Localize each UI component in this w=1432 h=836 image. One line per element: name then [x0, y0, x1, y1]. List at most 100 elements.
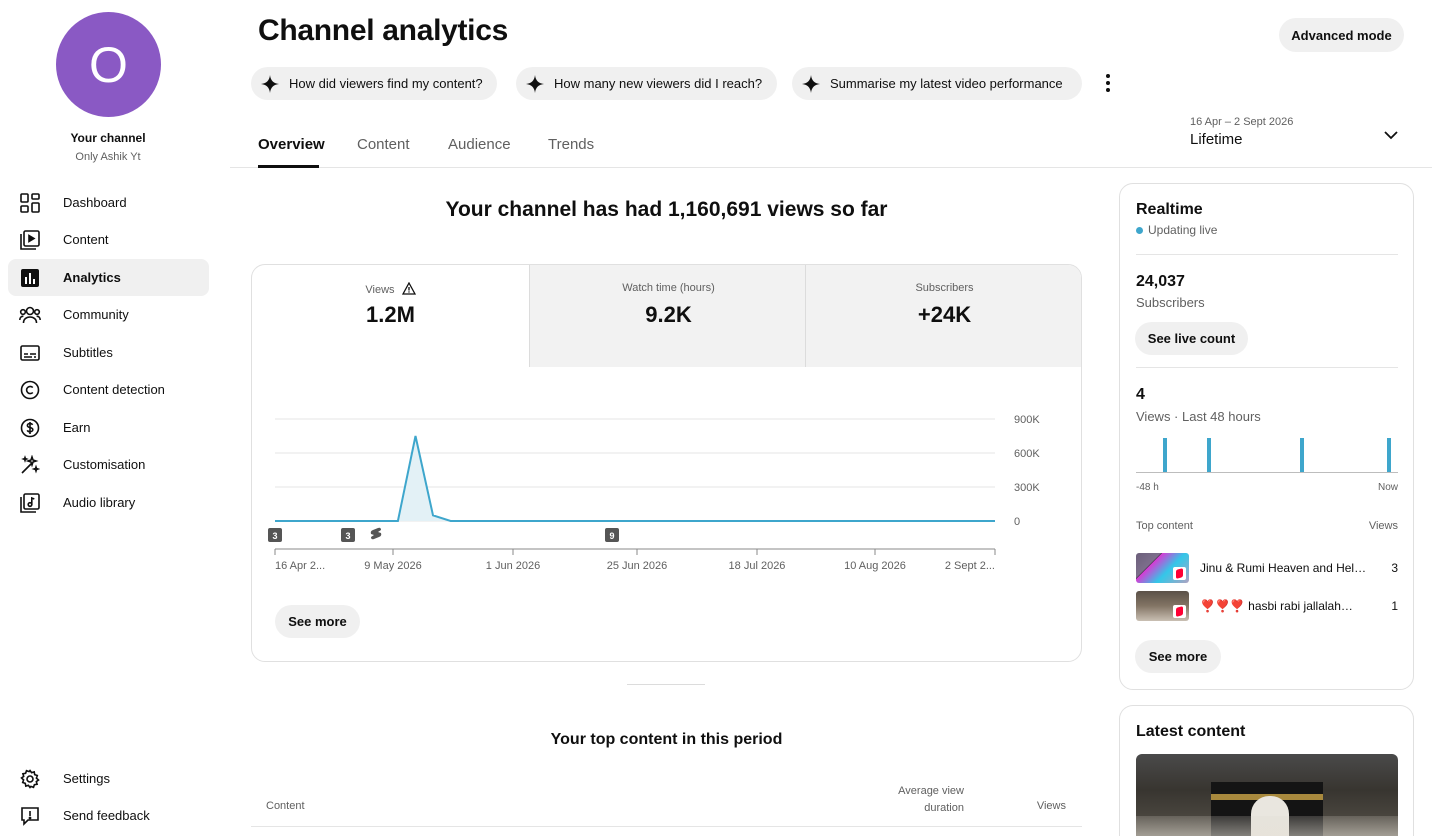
latest-video-thumbnail[interactable] [1136, 754, 1398, 836]
column-header-views[interactable]: Views [1036, 800, 1066, 812]
metric-label: Watch time (hours) [622, 282, 715, 294]
suggestion-chip[interactable]: How did viewers find my content? [251, 67, 497, 100]
see-more-button[interactable]: See more [275, 605, 360, 638]
realtime-bar [1163, 438, 1167, 472]
sidebar-item-label: Content detection [63, 382, 165, 397]
sidebar-item-customisation[interactable]: Customisation [8, 446, 209, 483]
audio-library-icon [19, 492, 41, 514]
metric-value: 1.2M [366, 302, 415, 327]
video-title: ❣️❣️❣️ hasbi rabi jallalah… [1200, 599, 1353, 613]
section-divider [627, 684, 705, 685]
series-line [275, 435, 995, 522]
suggestion-chip[interactable]: How many new viewers did I reach? [516, 67, 777, 100]
video-title: Jinu & Rumi Heaven and Hell… [1200, 561, 1368, 575]
realtime-card: Realtime Updating live 24,037 Subscriber… [1119, 183, 1414, 690]
tab-content[interactable]: Content [357, 136, 410, 153]
metric-label-text: Views [365, 284, 395, 296]
realtime-bar [1207, 438, 1211, 472]
metric-tab-views[interactable]: Views 1.2M [252, 265, 529, 367]
sidebar-item-label: Send feedback [63, 808, 150, 823]
top-content-item[interactable]: Jinu & Rumi Heaven and Hell… 3 [1136, 553, 1398, 583]
x-tick-label: 2 Sept 2... [945, 560, 995, 572]
video-thumbnail [1136, 553, 1189, 583]
sparkle-icon [802, 74, 820, 93]
channel-name: Only Ashik Yt [75, 151, 141, 163]
metric-label: Subscribers [915, 282, 974, 294]
realtime-status-text: Updating live [1148, 223, 1218, 237]
sparkle-icon [261, 74, 279, 93]
copyright-icon [19, 379, 41, 401]
advanced-mode-button[interactable]: Advanced mode [1279, 18, 1404, 52]
sidebar-item-subtitles[interactable]: Subtitles [8, 334, 209, 371]
dashboard-icon [19, 192, 41, 214]
live-dot-icon [1136, 226, 1143, 234]
top-content-item[interactable]: ❣️❣️❣️ hasbi rabi jallalah… 1 [1136, 591, 1398, 621]
metric-tab-subscribers[interactable]: Subscribers +24K [806, 265, 1081, 367]
content-marker [605, 528, 619, 542]
top-content-header: Top content [1136, 520, 1193, 532]
metric-divider [529, 265, 530, 367]
sidebar-item-earn[interactable]: Earn [8, 409, 209, 446]
x-tick-label: 16 Apr 2... [275, 560, 325, 572]
x-tick-label: 9 May 2026 [364, 560, 421, 572]
column-header-avg-view-duration[interactable]: Average view duration [898, 785, 964, 814]
tab-audience[interactable]: Audience [448, 136, 511, 153]
metric-tab-watch-time[interactable]: Watch time (hours) 9.2K [530, 265, 807, 367]
chevron-down-icon[interactable] [1382, 126, 1400, 144]
community-icon [19, 304, 41, 326]
latest-content-title: Latest content [1136, 723, 1246, 740]
magic-wand-icon [19, 454, 41, 476]
subscriber-count: 24,037 [1136, 273, 1185, 290]
axis-start-label: -48 h [1136, 482, 1159, 493]
sidebar-item-send-feedback[interactable]: Send feedback [8, 797, 209, 834]
shorts-marker-icon [370, 527, 382, 540]
tab-trends[interactable]: Trends [548, 136, 595, 153]
tab-overview[interactable]: Overview [258, 136, 325, 153]
page-title: Channel analytics [258, 14, 508, 47]
column-header-content[interactable]: Content [266, 800, 305, 812]
sparkle-icon [526, 74, 544, 93]
sidebar-item-dashboard[interactable]: Dashboard [8, 184, 209, 221]
see-live-count-button[interactable]: See live count [1135, 322, 1248, 355]
suggestion-chip[interactable]: Summarise my latest video performance [792, 67, 1082, 100]
content-marker [268, 528, 282, 542]
realtime-bar [1300, 438, 1304, 472]
metric-value: 9.2K [645, 302, 692, 327]
realtime-see-more-button[interactable]: See more [1135, 640, 1221, 673]
content-marker-label: 3 [272, 531, 277, 541]
sidebar-item-community[interactable]: Community [8, 296, 209, 333]
more-options-icon[interactable] [1099, 70, 1117, 96]
analytics-icon [19, 267, 41, 289]
content-icon [19, 229, 41, 251]
x-tick-label: 18 Jul 2026 [729, 560, 786, 572]
sidebar-item-content-detection[interactable]: Content detection [8, 371, 209, 408]
overview-card: Views 1.2M Watch time (hours) 9.2K Subsc… [251, 264, 1082, 662]
content-marker-label: 3 [345, 531, 350, 541]
views-header: Views [1368, 520, 1398, 532]
y-tick-label: 900K [1014, 414, 1040, 426]
content-marker [341, 528, 355, 542]
avatar[interactable]: O [56, 12, 161, 117]
realtime-views-label: Views · Last 48 hours [1136, 409, 1261, 424]
sidebar-item-label: Settings [63, 771, 110, 786]
period-range[interactable]: 16 Apr – 2 Sept 2026 [1190, 116, 1294, 128]
dollar-icon [19, 417, 41, 439]
realtime-title: Realtime [1136, 201, 1203, 218]
y-tick-label: 300K [1014, 482, 1040, 494]
sidebar-item-settings[interactable]: Settings [8, 760, 209, 797]
metric-value: +24K [917, 302, 972, 327]
suggestion-chip-label: How did viewers find my content? [289, 76, 483, 91]
realtime-status: Updating live [1136, 223, 1217, 237]
sidebar-item-label: Earn [63, 420, 91, 435]
sidebar-item-label: Analytics [63, 270, 121, 285]
sidebar-item-analytics[interactable]: Analytics [8, 259, 209, 296]
sidebar-item-content[interactable]: Content [8, 221, 209, 258]
shorts-icon [1173, 567, 1186, 580]
tabs-divider [230, 167, 1432, 168]
gear-icon [19, 768, 41, 790]
period-selector[interactable]: Lifetime [1190, 131, 1243, 148]
sidebar-item-label: Audio library [63, 495, 136, 510]
metric-divider [805, 265, 806, 367]
feedback-icon [19, 805, 41, 827]
sidebar-item-audio-library[interactable]: Audio library [8, 484, 209, 521]
